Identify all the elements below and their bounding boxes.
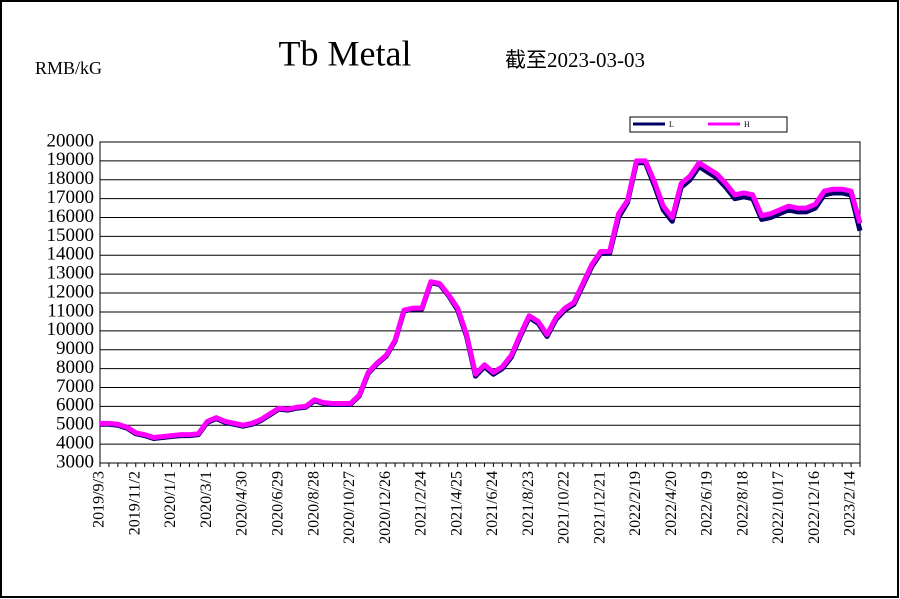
- x-tick-label: 2022/12/16: [806, 471, 823, 544]
- x-tick-label: 2021/8/23: [520, 471, 537, 536]
- x-tick-label: 2020/12/26: [377, 471, 394, 544]
- x-tick-label: 2021/10/22: [556, 471, 573, 544]
- x-tick-label: 2020/1/1: [162, 471, 179, 528]
- x-tick-label: 2021/12/21: [591, 471, 608, 544]
- y-tick-label: 6000: [56, 395, 94, 416]
- x-tick-label: 2019/9/3: [91, 471, 108, 528]
- y-tick-label: 12000: [47, 281, 95, 302]
- y-tick-label: 18000: [47, 168, 95, 189]
- legend-label: L: [669, 120, 674, 129]
- x-tick-label: 2020/4/30: [234, 471, 251, 536]
- y-tick-label: 20000: [47, 130, 95, 151]
- x-tick-label: 2022/8/18: [734, 471, 751, 536]
- y-tick-label: 19000: [47, 149, 95, 170]
- chart-subtitle: 截至2023-03-03: [505, 48, 645, 72]
- x-tick-label: 2020/8/28: [305, 471, 322, 536]
- x-tick-label: 2021/2/24: [413, 471, 430, 536]
- y-tick-label: 13000: [47, 263, 95, 284]
- chart-title: Tb Metal: [279, 33, 412, 73]
- y-tick-label: 4000: [56, 432, 94, 453]
- x-tick-label: 2020/3/1: [198, 471, 215, 528]
- x-tick-label: 2022/4/20: [663, 471, 680, 536]
- y-tick-label: 14000: [47, 244, 95, 265]
- y-tick-label: 7000: [56, 376, 94, 397]
- x-tick-label: 2020/6/29: [269, 471, 286, 536]
- x-tick-label: 2022/10/17: [770, 471, 787, 544]
- y-axis-label: RMB/kG: [35, 58, 102, 78]
- data-line: [100, 158, 863, 441]
- x-tick-label: 2020/10/27: [341, 471, 358, 544]
- y-tick-label: 3000: [56, 451, 94, 472]
- y-tick-label: 11000: [47, 300, 94, 321]
- x-tick-label: 2022/6/19: [699, 471, 716, 536]
- x-tick-label: 2021/4/25: [448, 471, 465, 536]
- x-tick-label: 2021/6/24: [484, 471, 501, 536]
- y-tick-label: 17000: [47, 187, 95, 208]
- y-tick-label: 16000: [47, 206, 95, 227]
- x-tick-label: 2023/2/14: [842, 471, 859, 536]
- plot-area: [99, 141, 861, 464]
- y-tick-label: 9000: [56, 338, 94, 359]
- legend-label: H: [744, 120, 750, 129]
- y-tick-label: 5000: [56, 414, 94, 435]
- y-tick-label: 15000: [47, 225, 95, 246]
- y-tick-label: 8000: [56, 357, 94, 378]
- x-tick-label: 2019/11/2: [126, 471, 143, 535]
- y-tick-label: 10000: [47, 319, 95, 340]
- x-tick-label: 2022/2/19: [627, 471, 644, 536]
